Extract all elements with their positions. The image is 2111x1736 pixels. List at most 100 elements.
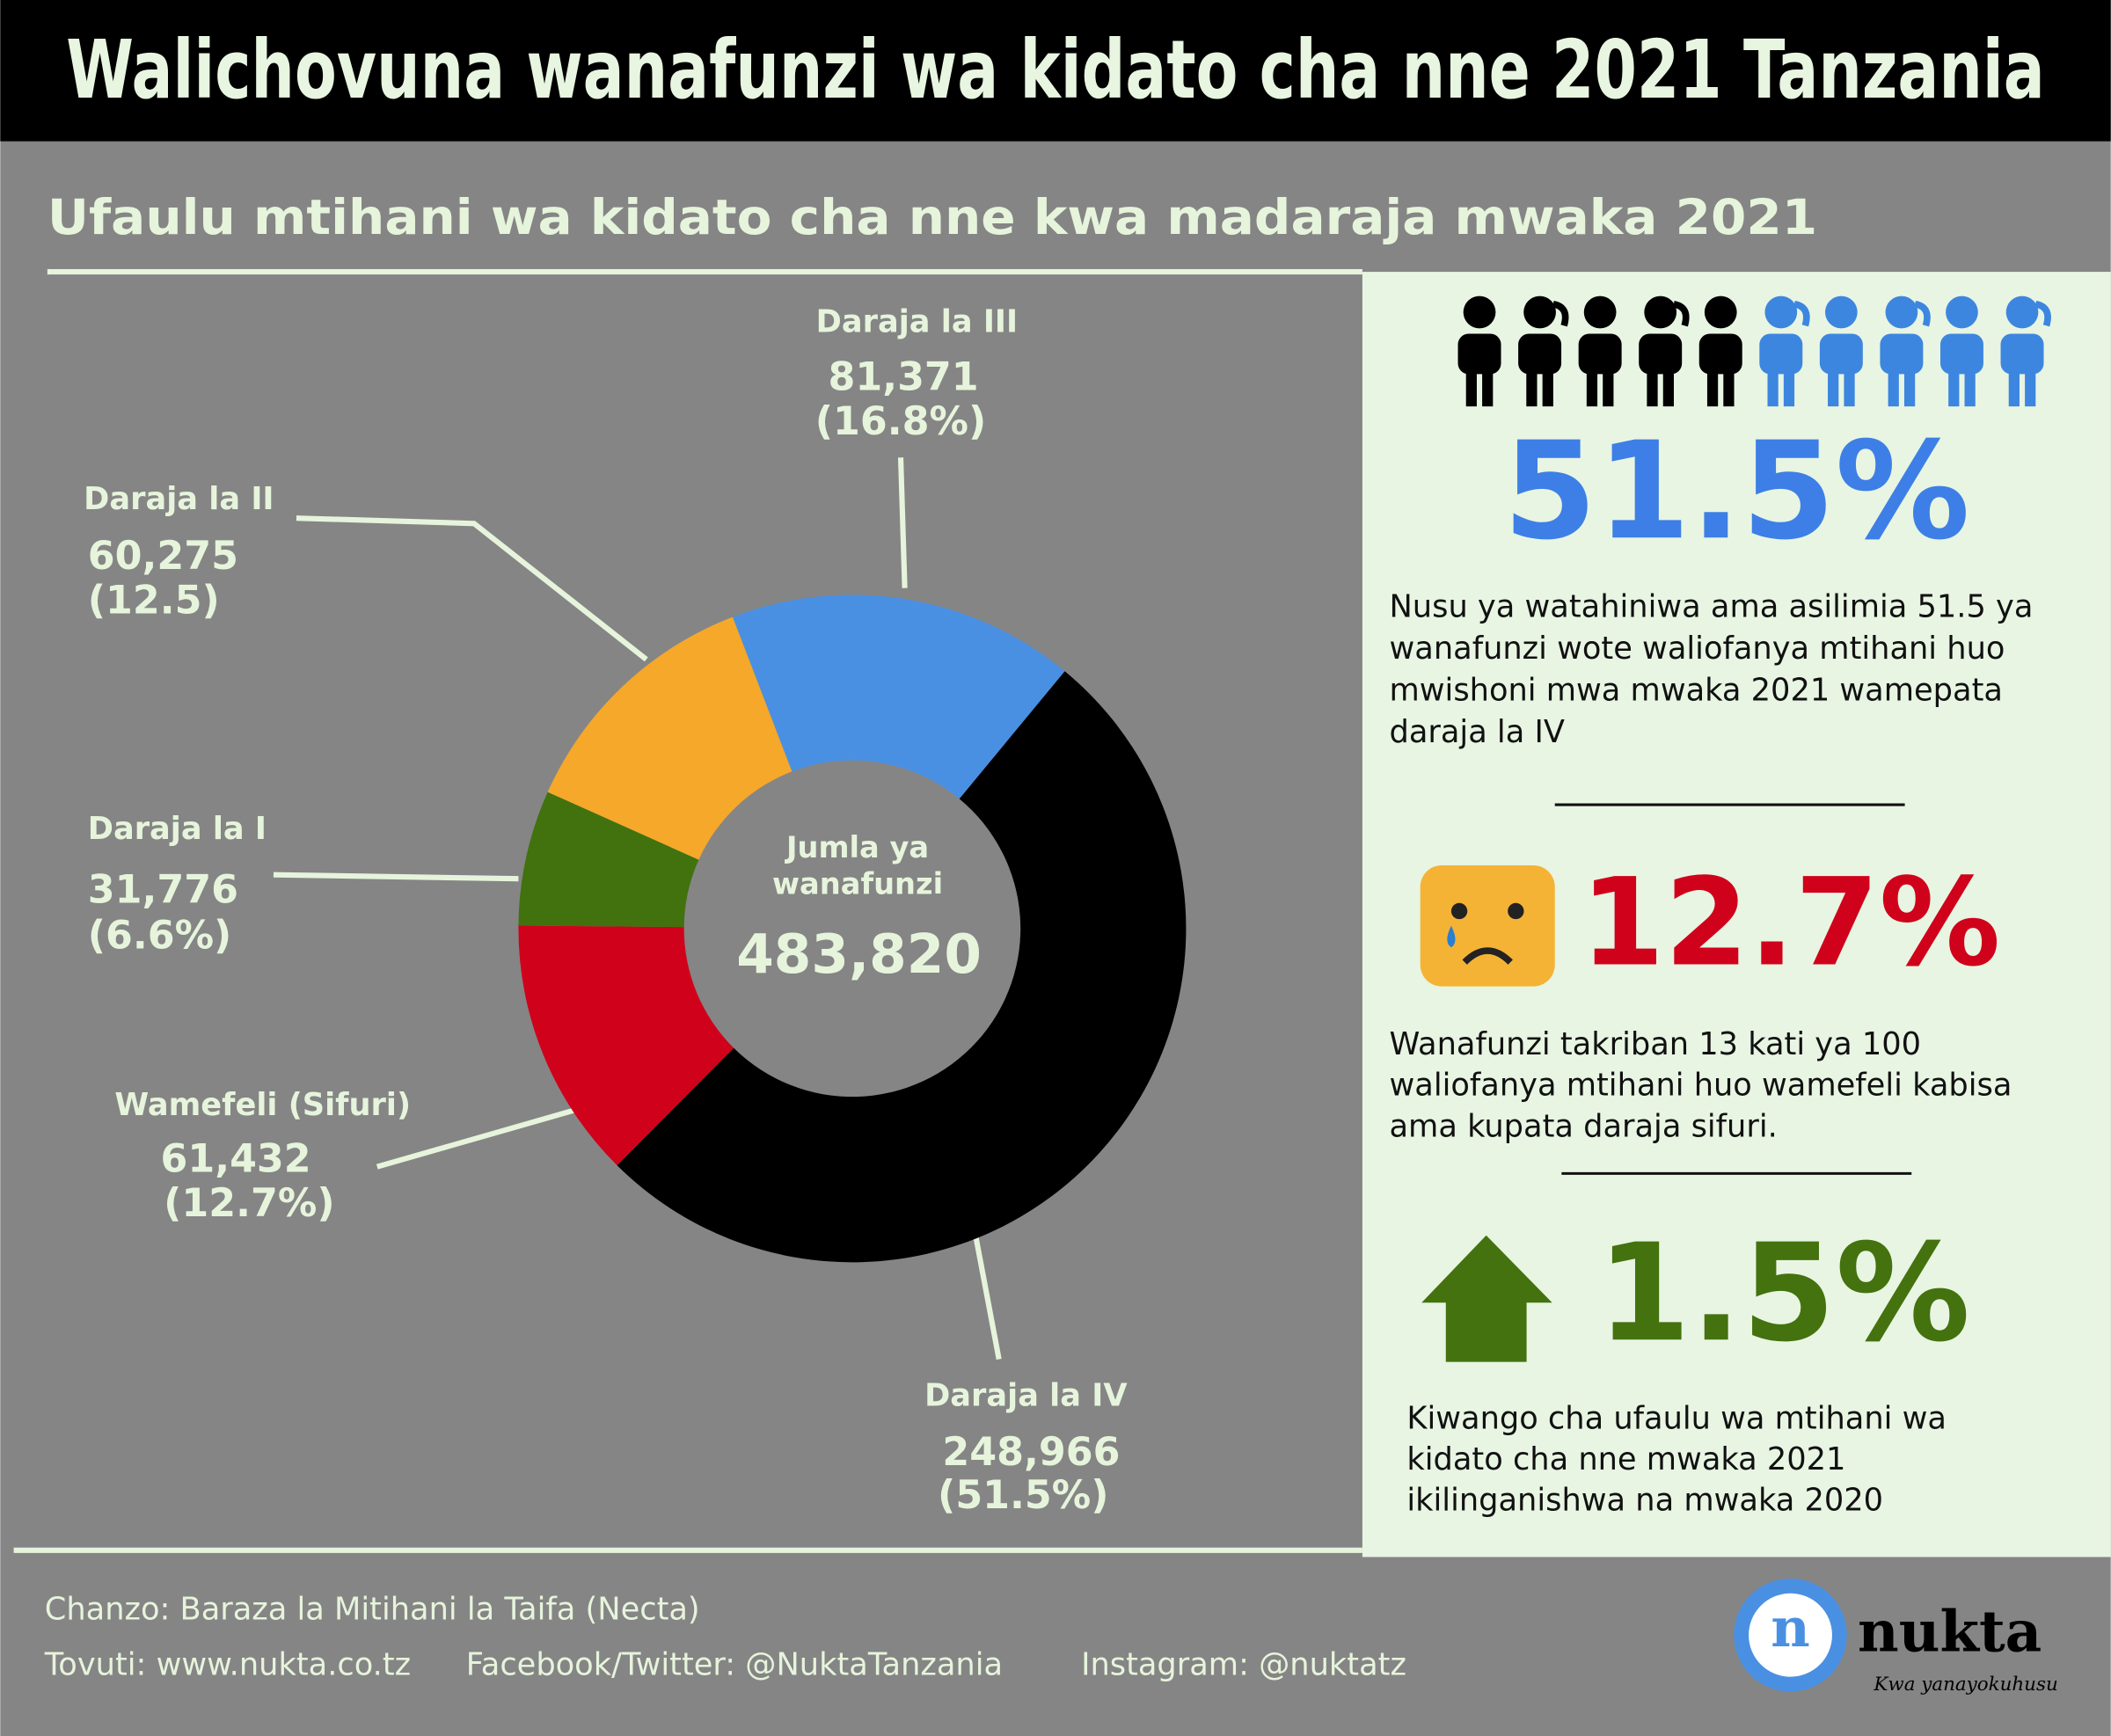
person-body [1639,333,1683,375]
percent-label: (51.5%) [938,1473,1108,1518]
person-icon [1698,295,1742,407]
person-ponytail [1552,301,1569,327]
stat-text: ama kupata daraja sifuri. [1389,1108,1777,1144]
leader-line [376,1105,581,1170]
stat-text: waliofanya mtihani huo wamefeli kabisa [1389,1068,2012,1104]
donut-segment [518,791,699,928]
logo-name: nukta [1858,1599,2042,1665]
person-body [1518,333,1562,375]
footer-link: Tovuti: www.nukta.co.tz [44,1646,411,1682]
person-body [1457,333,1501,375]
svg-text:n: n [1771,1597,1810,1659]
person-head [1644,295,1677,329]
logo: n nukta Kwa yanayokuhusu [1734,1578,2058,1696]
leader-line [273,872,519,882]
person-body [1698,333,1742,375]
stat-text: Nusu ya watahiniwa ama asilimia 51.5 ya [1389,589,2033,625]
value-label: 81,371 [828,355,978,400]
person-ponytail [1673,301,1690,327]
title: Walichovuna wanafunzi wa kidato cha nne … [66,23,2044,117]
donut-segment [518,925,734,1166]
person-icon [1457,295,1501,407]
person-leg [1948,368,1960,407]
stat-value: 12.7% [1581,853,2001,994]
source: Chanzo: Baraza la Mitihani la Taifa (Nec… [45,1592,700,1628]
person-body [1759,333,1803,375]
person-head [1885,295,1918,329]
sad-face-icon [1420,864,1555,987]
person-body [1880,333,1924,375]
stat-text: daraja la IV [1389,714,1564,750]
person-leg [1465,368,1477,407]
person-head [2005,295,2039,329]
donut-segment [547,616,793,860]
percent-label: (12.5) [88,579,220,624]
person-head [1463,295,1496,329]
percent-label: (12.7%) [164,1181,334,1226]
stat-text: ikilinganishwa na mwaka 2020 [1406,1483,1883,1519]
person-leg [1706,368,1719,407]
person-leg [1903,368,1916,407]
category-label: Daraja la I [88,811,267,847]
stat-value: 51.5% [1503,413,1970,570]
person-icon [1880,295,1931,407]
person-leg [1828,368,1839,407]
percent-label: (16.8%) [815,399,986,444]
value-label: 248,966 [942,1430,1120,1475]
person-icon [1578,295,1622,407]
category-label: Daraja la II [84,481,274,517]
person-leg [1844,368,1855,407]
center-label: wanafunzi [772,866,943,901]
person-icon [1939,295,1983,407]
person-icon [1819,295,1863,407]
up-arrow-icon [1421,1235,1552,1362]
person-head [1523,295,1556,329]
person-head [1946,295,1978,329]
percent-label: (6.6%) [88,914,232,959]
title-bar [0,0,2111,142]
person-body [1819,333,1863,375]
person-leg [2025,368,2036,407]
leader-line [296,515,648,662]
value-label: 31,776 [88,868,238,913]
person-leg [1723,368,1735,407]
person-ponytail [1914,301,1931,327]
person-leg [1647,368,1658,407]
footer-link: Facebook/Twitter: @NuktaTanzania [466,1646,1003,1682]
person-leg [2008,368,2020,407]
person-icon [2000,295,2051,407]
person-leg [1586,368,1598,407]
person-icon [1518,295,1569,407]
person-head [1583,295,1617,329]
leader-line [897,457,908,588]
person-leg [1542,368,1553,407]
stat-text: Kiwango cha ufaulu wa mtihani wa [1406,1400,1947,1436]
stat-text: mwishoni mwa mwaka 2021 wamepata [1389,673,2002,709]
donut-segment [617,671,1187,1263]
category-label: Wamefeli (Sifuri) [114,1087,411,1123]
category-label: Daraja la IV [924,1377,1128,1413]
person-ponytail [2034,301,2051,327]
chart-title: Ufaulu mtihani wa kidato cha nne kwa mad… [47,189,1817,245]
center-label: Jumla ya [785,830,929,864]
person-leg [1888,368,1899,407]
person-leg [1526,368,1538,407]
person-head [1824,295,1858,329]
footer-link: Instagram: @nuktatz [1081,1646,1406,1682]
person-body [2000,333,2044,375]
person-leg [1482,368,1494,407]
stat-text: wanafunzi wote waliofanya mtihani huo [1389,631,2005,667]
donut-segment [732,594,1065,799]
person-icon [1759,295,1810,407]
person-head [1704,295,1737,329]
stat-value: 1.5% [1597,1215,1970,1372]
person-leg [1662,368,1674,407]
person-leg [1783,368,1795,407]
logo-tagline: Kwa yanayokuhusu [1873,1674,2057,1696]
leader-line [973,1237,1002,1360]
category-label: Daraja la III [816,303,1018,339]
person-leg [1603,368,1614,407]
person-head [1764,295,1798,329]
